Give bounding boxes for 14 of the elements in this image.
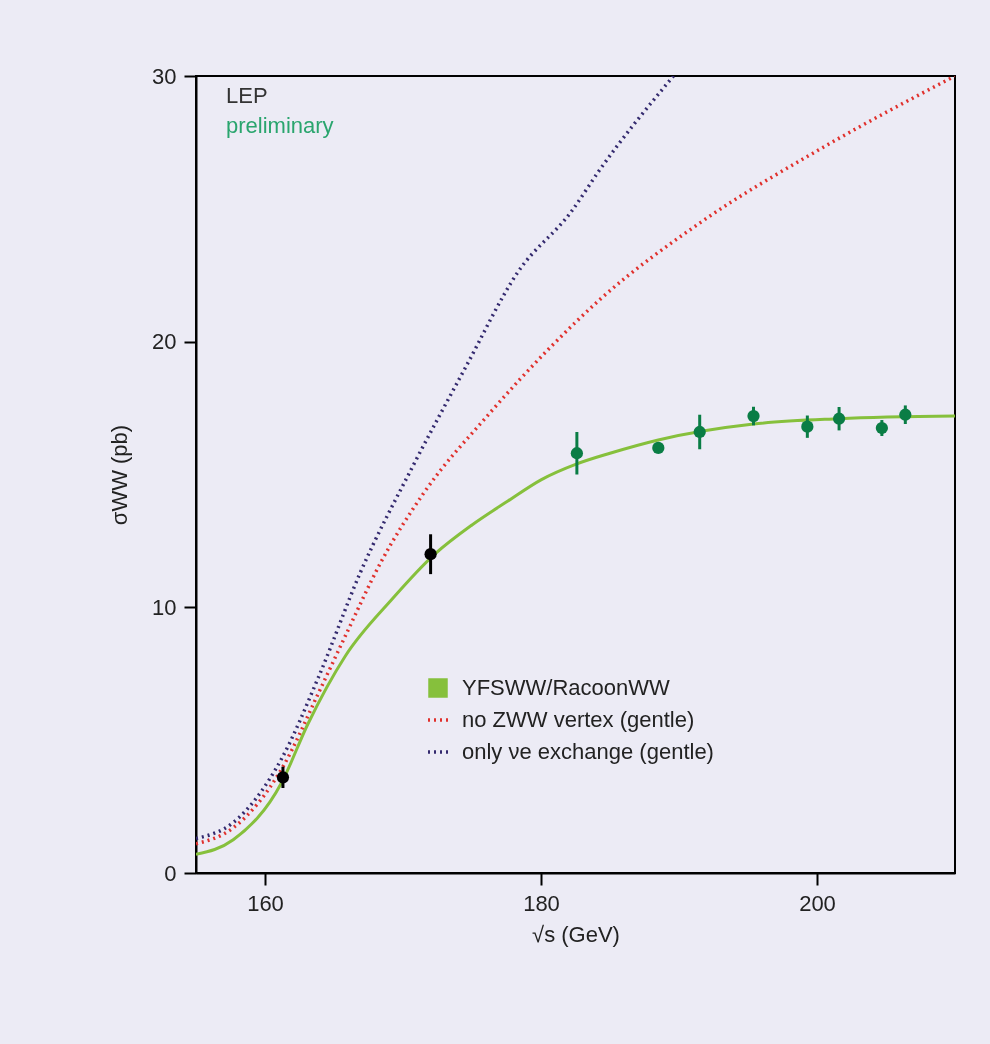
legend-label: no ZWW vertex (gentle) (462, 707, 695, 732)
annotation: LEP (226, 83, 268, 108)
y-tick-label: 20 (152, 329, 177, 355)
x-axis-title: √s (GeV) (532, 921, 620, 947)
annotation: preliminary (226, 113, 334, 138)
y-tick-label: 10 (152, 594, 177, 620)
legend-label: YFSWW/RacoonWW (462, 675, 671, 700)
legend-label: only νe exchange (gentle) (462, 739, 714, 764)
y-tick-label: 30 (152, 63, 177, 89)
x-tick-label: 160 (247, 890, 284, 916)
x-tick-label: 180 (523, 890, 560, 916)
y-axis-title: σWW (pb) (107, 424, 133, 526)
y-tick-label: 0 (164, 860, 177, 886)
x-tick-label: 200 (799, 890, 836, 916)
